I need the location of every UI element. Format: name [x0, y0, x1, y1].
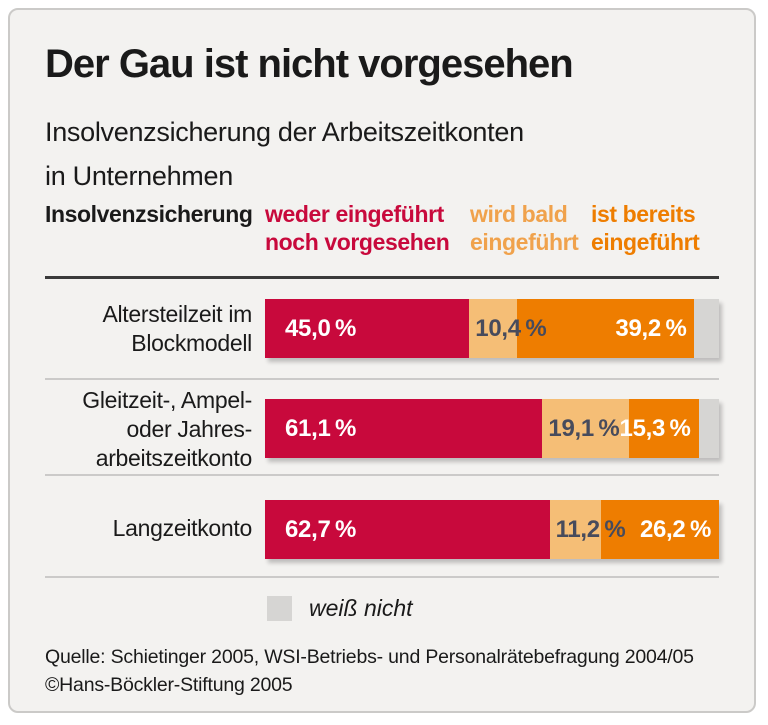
source-line-2: ©Hans-Böckler-Stiftung 2005 [45, 674, 293, 696]
row-label-gleitzeit: Gleitzeit-, Ampel- oder Jahres- arbeitsz… [82, 387, 252, 471]
bar-value-label: 19,1 % [548, 414, 620, 442]
bar-segment-1 [265, 399, 543, 458]
bar-segment-dont-know [698, 399, 719, 458]
dont-know-legend-swatch [267, 596, 292, 621]
bar-segment-2 [542, 399, 630, 458]
row-label-altersteilzeit: Altersteilzeit im Blockmodell [102, 301, 252, 356]
row-divider [45, 378, 719, 380]
column-header-soon-introduced: wird bald eingeführt [470, 201, 579, 255]
stacked-bar-altersteilzeit: 45,0 % 10,4 % 39,2 % [265, 299, 719, 358]
chart-subtitle: Insolvenzsicherung der Arbeitszeitkonten… [45, 117, 524, 191]
bar-segment-1 [265, 299, 470, 358]
row-divider [45, 474, 719, 476]
bar-value-label: 15,3 % [619, 414, 691, 442]
column-header-already-introduced: ist bereits eingeführt [591, 201, 700, 255]
bar-segment-3 [600, 500, 719, 559]
bar-value-label: 10,4 % [475, 314, 547, 342]
column-header-not-introduced: weder eingeführt noch vorgesehen [265, 201, 450, 255]
bar-segment-dont-know [694, 299, 719, 358]
bar-segment-3 [629, 399, 699, 458]
chart-title: Der Gau ist nicht vorgesehen [45, 42, 574, 86]
stacked-bar-gleitzeit: 61,1 % 19,1 % 15,3 % [265, 399, 719, 458]
header-divider-rule [45, 276, 719, 279]
column-header-category: Insolvenzsicherung [45, 201, 253, 227]
row-divider [45, 576, 719, 578]
bar-segment-2 [469, 299, 517, 358]
stacked-bar-langzeitkonto: 62,7 % 11,2 % 26,2 % [265, 500, 719, 559]
source-note: Quelle: Schietinger 2005, WSI-Betriebs- … [45, 643, 694, 699]
bar-segment-3 [516, 299, 695, 358]
bar-value-label: 11,2 % [555, 515, 626, 543]
bar-value-label: 26,2 % [639, 515, 711, 543]
bar-value-label: 61,1 % [285, 414, 357, 442]
infographic-panel: Der Gau ist nicht vorgesehen Insolvenzsi… [8, 8, 756, 713]
bar-value-label: 39,2 % [615, 314, 687, 342]
dont-know-legend-label: weiß nicht [309, 595, 413, 621]
bar-segment-1 [265, 500, 550, 559]
bar-segment-2 [549, 500, 601, 559]
bar-value-label: 45,0 % [285, 314, 357, 342]
bar-value-label: 62,7 % [285, 515, 357, 543]
source-line-1: Quelle: Schietinger 2005, WSI-Betriebs- … [45, 646, 694, 668]
row-label-langzeitkonto: Langzeitkonto [112, 515, 253, 541]
